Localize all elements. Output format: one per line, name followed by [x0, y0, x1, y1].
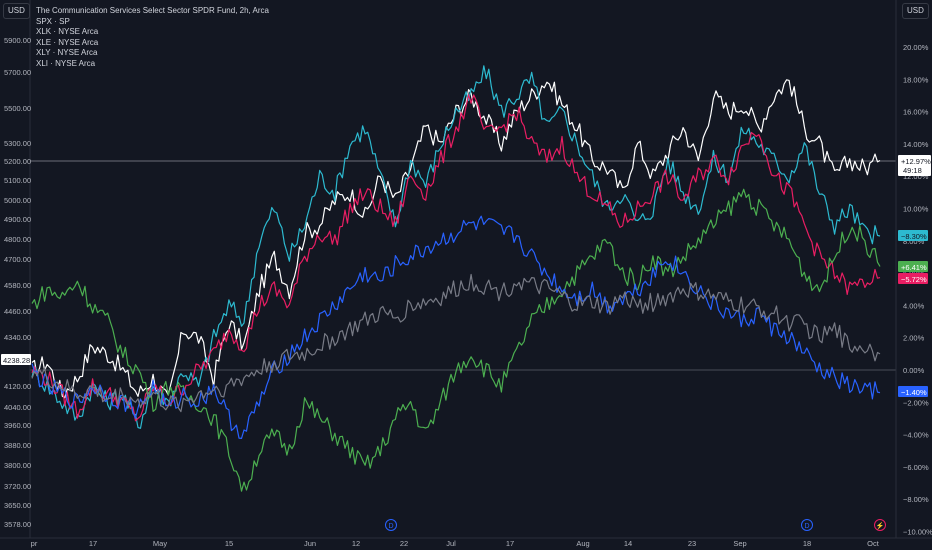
- left-axis-tick: 3578.00: [4, 520, 31, 529]
- event-marker: [874, 519, 886, 531]
- price-labels: +12.97%49:18 −8.30% +6.41% −5.72% −1.40%: [898, 155, 931, 397]
- legend-item-xly[interactable]: XLY · NYSE Arca: [36, 48, 98, 57]
- left-axis-tick: 4580.00: [4, 281, 31, 290]
- time-axis-tick: 12: [352, 539, 360, 548]
- spx-badge: [898, 155, 931, 176]
- right-axis-tick: 2.00%: [903, 334, 925, 343]
- series-line-xli: [31, 215, 881, 439]
- left-axis-tick: 4900.00: [4, 215, 31, 224]
- time-axis-tick: Jul: [446, 539, 456, 548]
- left-axis-tick: 4700.00: [4, 255, 31, 264]
- time-axis: pr 17 May 15 Jun 12 22 Jul 17 Aug 14 23 Sep 18 Oct: [31, 539, 880, 548]
- right-axis-tick: −8.00%: [903, 495, 929, 504]
- right-axis-tick: 0.00%: [903, 366, 925, 375]
- marker-glyph: D: [388, 523, 393, 530]
- right-axis-tick: −2.00%: [903, 398, 929, 407]
- time-axis-tick: 22: [400, 539, 408, 548]
- time-axis-tick: 17: [506, 539, 514, 548]
- right-axis-tick: 18.00%: [903, 75, 929, 84]
- spx-time-label: 49:18: [903, 166, 922, 175]
- left-axis-tick: 4120.00: [4, 382, 31, 391]
- left-axis-tick: 4340.00: [4, 333, 31, 342]
- left-axis-tick: 3720.00: [4, 482, 31, 491]
- legend-title[interactable]: The Communication Services Select Sector…: [36, 6, 269, 15]
- series-line-xlk: [31, 65, 881, 429]
- left-price-label: 4238.28: [3, 356, 30, 365]
- left-axis-tick: 5700.00: [4, 68, 31, 77]
- xly-pct-label-badge: [898, 273, 928, 284]
- time-axis-tick: 23: [688, 539, 696, 548]
- xli-pct-label: −1.40%: [901, 388, 927, 397]
- time-axis-tick: 17: [89, 539, 97, 548]
- right-axis-tick: 20.00%: [903, 43, 929, 52]
- chart-series-lines: [31, 65, 881, 492]
- left-price-axis: 5900.00 5700.00 5500.00 5300.00 5200.00 5100.…: [1, 36, 31, 529]
- left-axis-tick: 5000.00: [4, 196, 31, 205]
- right-axis-tick: 4.00%: [903, 301, 925, 310]
- dividend-marker: [801, 519, 813, 531]
- marker-glyph: D: [804, 523, 809, 530]
- legend-item-xle[interactable]: XLE · NYSE Arca: [36, 37, 99, 47]
- right-axis-tick: −6.00%: [903, 463, 929, 472]
- left-price-badge: [1, 354, 31, 365]
- time-axis-tick: Aug: [576, 539, 589, 548]
- left-axis-tick: 3880.00: [4, 441, 31, 450]
- right-axis-tick: 8.00%: [903, 237, 925, 246]
- xly-pct-label: −5.72%: [901, 275, 927, 284]
- event-markers: D D ⚡: [385, 519, 886, 531]
- time-axis-tick: 18: [803, 539, 811, 548]
- right-axis-tick: −4.00%: [903, 431, 929, 440]
- xli-pct-label-badge: [898, 386, 928, 397]
- xlk-pct-label: −8.30%: [901, 232, 927, 241]
- left-axis-tick: 5900.00: [4, 36, 31, 45]
- right-currency-button[interactable]: USD: [902, 3, 929, 19]
- left-axis-tick: 3960.00: [4, 421, 31, 430]
- time-axis-tick: Oct: [867, 539, 880, 548]
- series-line-xlc: [31, 273, 881, 413]
- time-axis-tick: Jun: [304, 539, 316, 548]
- right-percent-axis: 20.00% 18.00% 16.00% 14.00% 12.00% 10.00% 8.00…: [903, 43, 932, 537]
- time-axis-tick: May: [153, 539, 167, 548]
- right-axis-tick: 12.00%: [903, 172, 929, 181]
- left-axis-tick: 5200.00: [4, 157, 31, 166]
- time-axis-tick: 15: [225, 539, 233, 548]
- left-currency-button[interactable]: USD: [3, 3, 30, 19]
- left-axis-tick: 4040.00: [4, 403, 31, 412]
- legend-item-spx[interactable]: SPX · SP: [36, 16, 70, 26]
- right-axis-tick: −10.00%: [903, 528, 932, 537]
- time-axis-tick: Sep: [733, 539, 746, 548]
- time-axis-tick: pr: [31, 539, 38, 548]
- dividend-marker: [385, 519, 397, 531]
- left-axis-tick: 4800.00: [4, 235, 31, 244]
- left-axis-tick: 3650.00: [4, 501, 31, 510]
- left-axis-tick: 4460.00: [4, 307, 31, 316]
- series-line-xly: [31, 94, 881, 422]
- right-axis-tick: 16.00%: [903, 108, 929, 117]
- spx-pct-label: +12.97%: [901, 157, 931, 166]
- legend-item-xlk[interactable]: XLK · NYSE Arca: [36, 27, 99, 36]
- left-axis-tick: 3800.00: [4, 461, 31, 470]
- left-axis-tick: 5500.00: [4, 104, 31, 113]
- time-axis-tick: 14: [624, 539, 632, 548]
- left-axis-tick: 5300.00: [4, 139, 31, 148]
- right-axis-tick: 10.00%: [903, 205, 929, 214]
- xle-pct-label: +6.41%: [901, 263, 927, 272]
- left-axis-tick: 5100.00: [4, 176, 31, 185]
- legend-item-xli[interactable]: XLI · NYSE Arca: [36, 58, 96, 68]
- right-axis-tick: 14.00%: [903, 140, 929, 149]
- series-line-spx: [31, 79, 881, 399]
- series-line-xle: [31, 188, 881, 492]
- marker-glyph: ⚡: [876, 521, 885, 530]
- chart-legend: The Communication Services Select Sector…: [36, 6, 269, 69]
- xlk-pct-label-badge: [898, 230, 928, 241]
- xle-pct-label-badge: [898, 261, 928, 272]
